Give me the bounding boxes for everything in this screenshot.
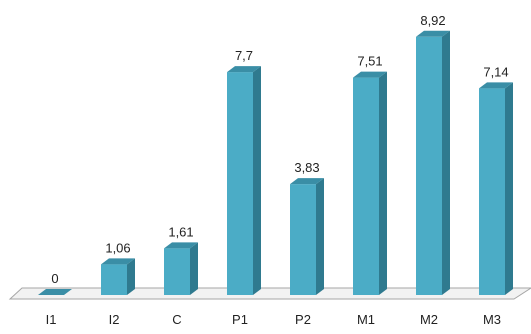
category-label-P1: P1 <box>232 312 248 327</box>
bar-side-M2 <box>442 30 450 295</box>
data-label-C: 1,61 <box>168 224 193 239</box>
category-label-C: C <box>172 312 181 327</box>
bar-top-C <box>164 242 198 249</box>
bar-C <box>164 242 198 295</box>
bar-top-I2 <box>101 258 135 265</box>
bar-I1 <box>38 289 72 295</box>
bar-top-I1 <box>38 289 72 295</box>
bar-M1 <box>353 71 387 296</box>
bar-front-P1 <box>227 72 253 296</box>
category-label-M2: M2 <box>420 312 438 327</box>
bar-side-M3 <box>505 82 513 295</box>
bar-M2 <box>416 30 450 295</box>
bar-top-M2 <box>416 30 450 37</box>
bar-front-M2 <box>416 36 442 295</box>
bar-side-M1 <box>379 71 387 296</box>
category-label-P2: P2 <box>295 312 311 327</box>
data-label-M2: 8,92 <box>420 13 445 28</box>
bar-side-P2 <box>316 178 324 295</box>
bar-front-C <box>164 248 190 295</box>
bar-P1 <box>227 66 261 296</box>
chart-floor <box>8 287 531 300</box>
category-label-I2: I2 <box>109 312 120 327</box>
bar-M3 <box>479 82 513 295</box>
data-label-P1: 7,7 <box>235 48 253 63</box>
category-label-M3: M3 <box>483 312 501 327</box>
bar-side-I2 <box>127 258 135 295</box>
bar-front-M3 <box>479 88 505 295</box>
bar-P2 <box>290 178 324 295</box>
bar-front-I2 <box>101 264 127 295</box>
data-label-P2: 3,83 <box>294 160 319 175</box>
bar-I2 <box>101 258 135 295</box>
data-label-I2: 1,06 <box>105 240 130 255</box>
bar-top-P2 <box>290 178 324 185</box>
data-label-M1: 7,51 <box>357 54 382 69</box>
bar-side-C <box>190 242 198 295</box>
bar-front-P2 <box>290 184 316 295</box>
data-labels-group: 0 1,06 1,61 7,7 3,83 7,51 8,92 7,14 <box>51 13 508 286</box>
category-labels-group: I1 I2 C P1 P2 M1 M2 M3 <box>46 312 501 327</box>
data-label-M3: 7,14 <box>483 64 508 79</box>
bar-top-M3 <box>479 82 513 89</box>
bar-side-P1 <box>253 66 261 296</box>
bars-group <box>38 30 513 296</box>
category-label-I1: I1 <box>46 312 57 327</box>
data-label-I1: 0 <box>51 271 58 286</box>
category-label-M1: M1 <box>357 312 375 327</box>
bar-top-M1 <box>353 71 387 78</box>
bar-top-P1 <box>227 66 261 73</box>
bar-front-M1 <box>353 77 379 296</box>
